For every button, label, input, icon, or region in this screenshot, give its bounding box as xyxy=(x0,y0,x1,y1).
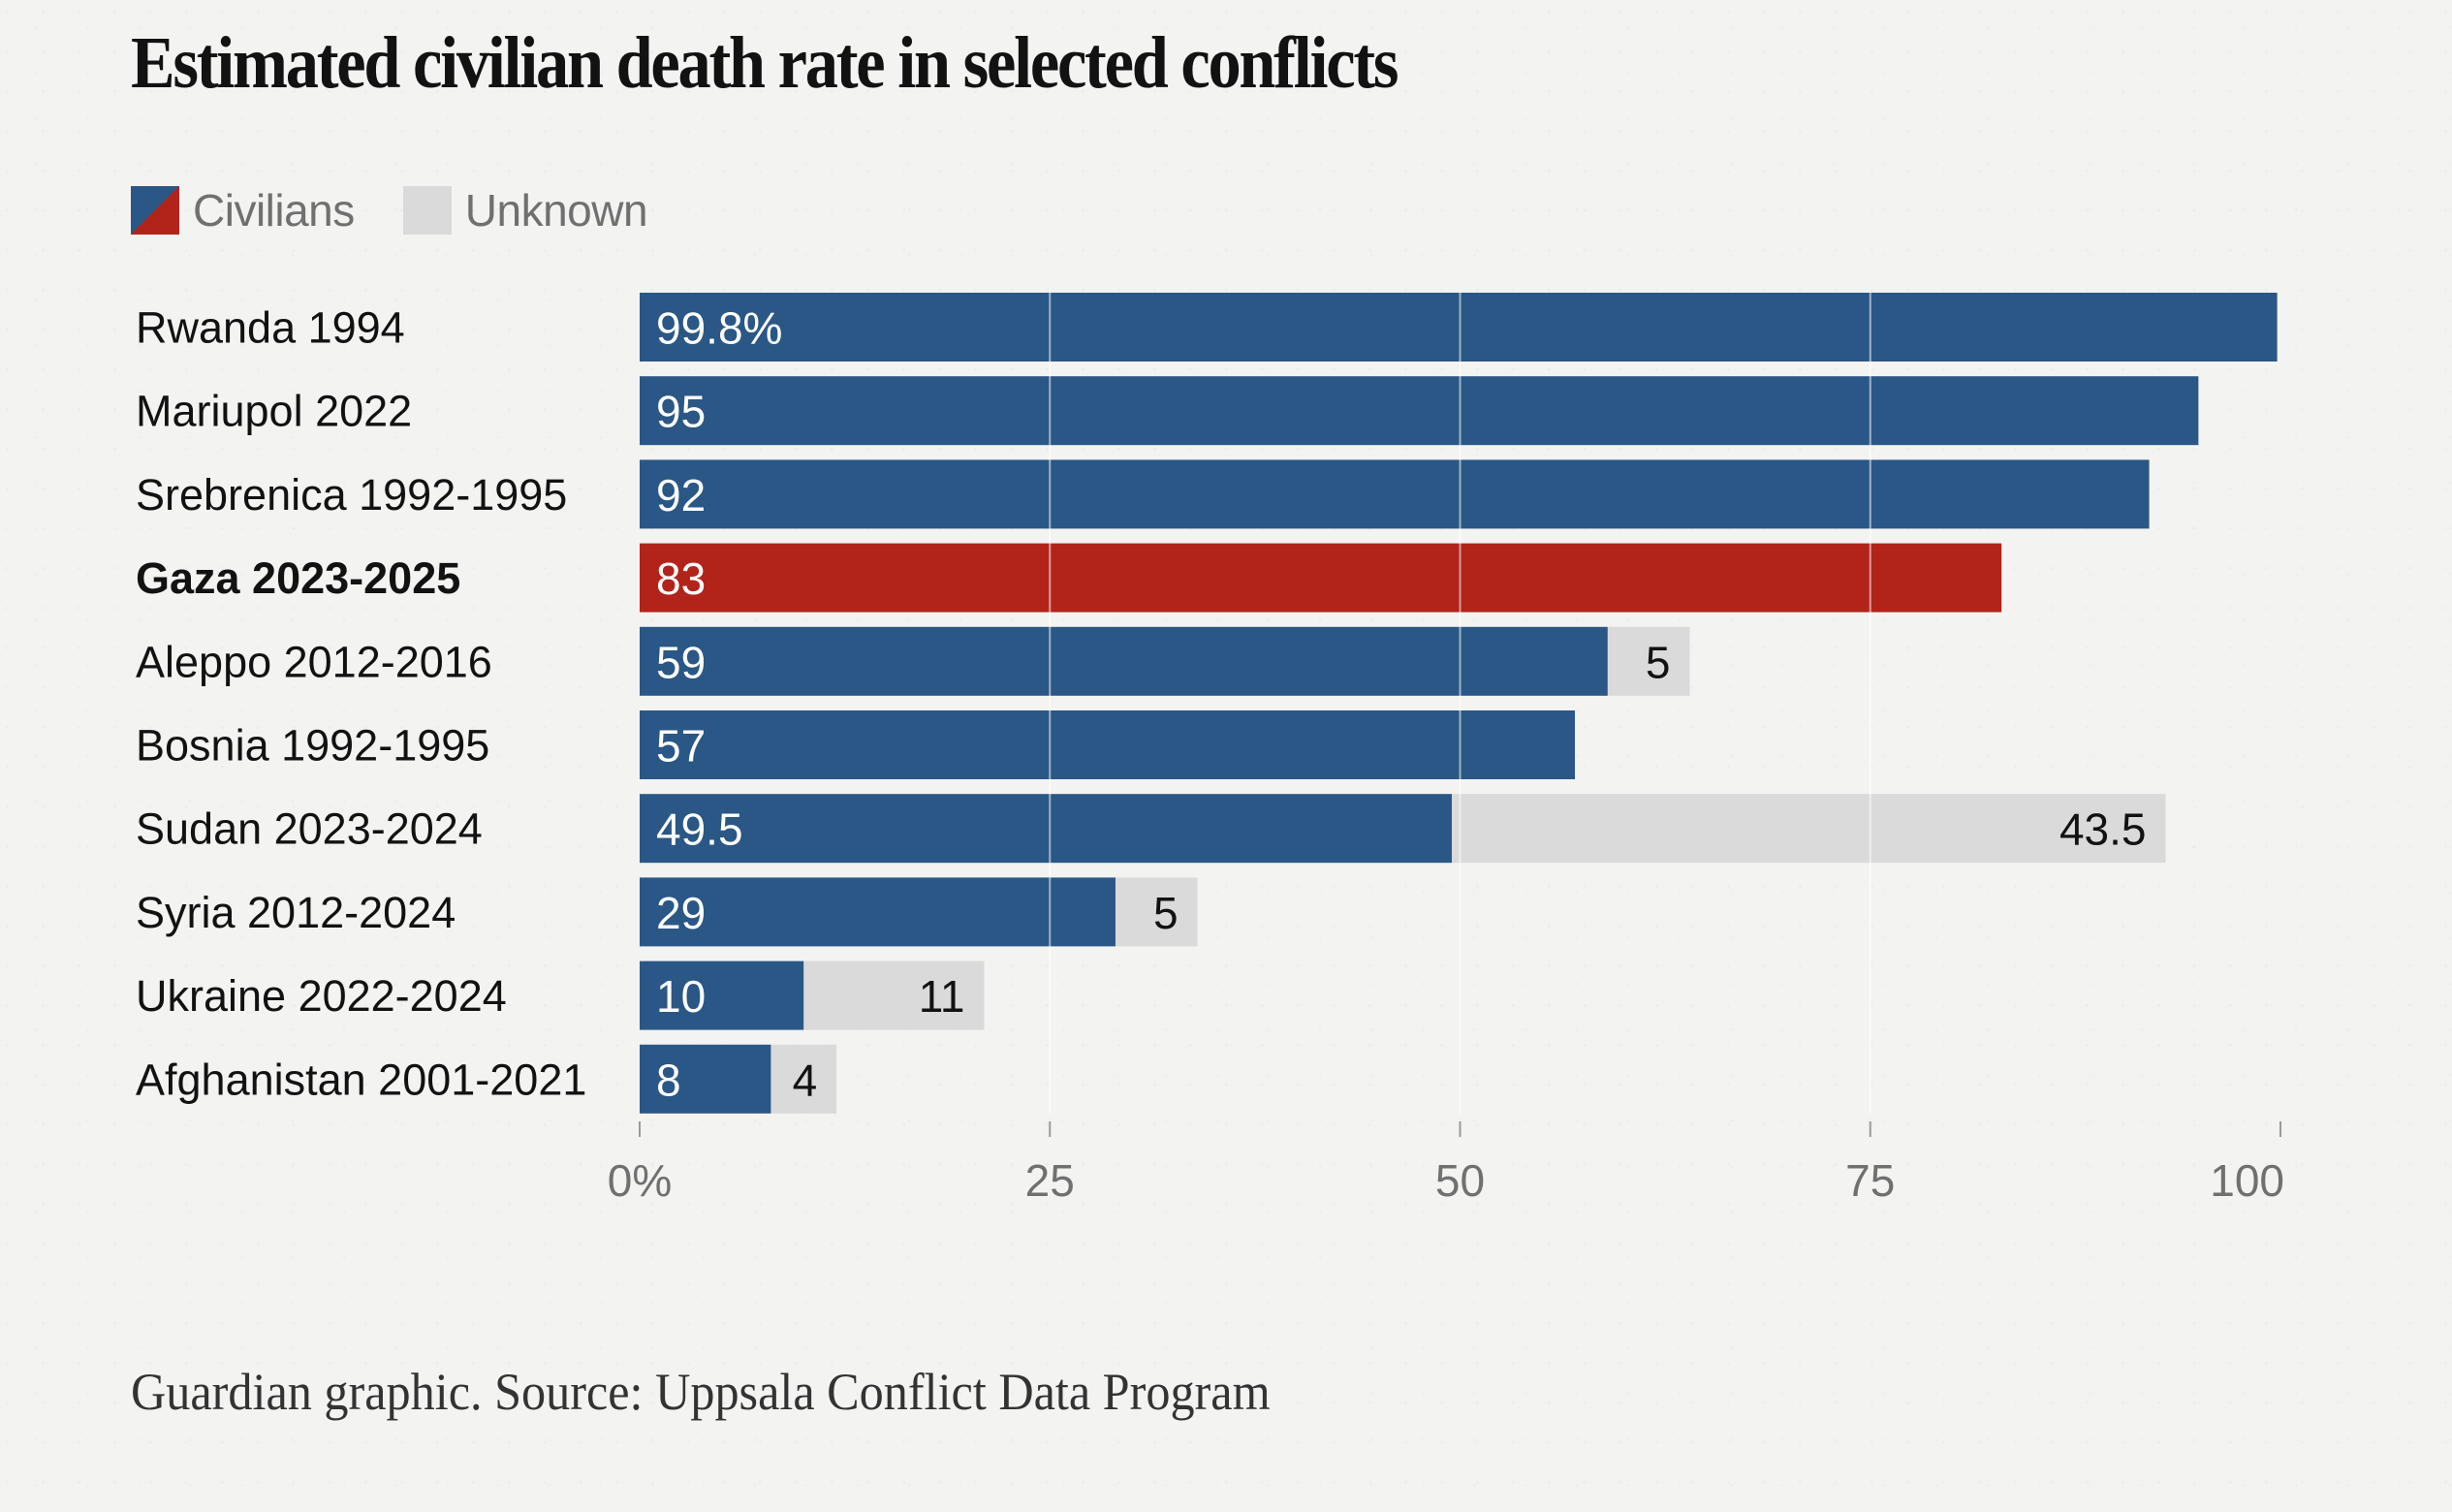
bar-civilians xyxy=(640,543,2002,613)
bar-civilians xyxy=(640,961,804,1030)
legend-label-unknown: Unknown xyxy=(464,185,648,236)
category-label: Mariupol 2022 xyxy=(136,387,412,436)
category-label: Bosnia 1992-1995 xyxy=(136,721,489,771)
value-label-civilians: 57 xyxy=(656,721,706,772)
x-tick-label: 50 xyxy=(1435,1155,1485,1206)
value-label-unknown: 5 xyxy=(1153,888,1179,938)
chart-title: Estimated civilian death rate in selecte… xyxy=(131,22,1399,104)
value-label-civilians: 10 xyxy=(656,971,706,1022)
bar-unknown xyxy=(1452,794,2166,864)
bar-civilians xyxy=(640,459,2150,529)
value-label-civilians: 29 xyxy=(656,888,706,938)
bar-civilians xyxy=(640,877,1116,947)
value-label-civilians: 59 xyxy=(656,637,706,687)
value-label-unknown: 43.5 xyxy=(2059,804,2147,855)
legend-item-civilians: Civilians xyxy=(131,184,355,236)
bar-civilians xyxy=(640,293,2278,362)
legend-label-civilians: Civilians xyxy=(193,185,355,236)
bar-civilians xyxy=(640,710,1576,779)
legend-item-unknown: Unknown xyxy=(402,184,648,236)
civilians-swatch-icon xyxy=(131,186,179,235)
unknown-swatch-icon xyxy=(402,186,452,235)
bar-civilians xyxy=(640,1044,771,1114)
x-tick-label: 100 xyxy=(2210,1155,2284,1206)
source-footer: Guardian graphic. Source: Uppsala Confli… xyxy=(131,1363,1271,1421)
category-label: Gaza 2023-2025 xyxy=(136,553,460,603)
category-label: Afghanistan 2001-2021 xyxy=(136,1055,586,1104)
category-label: Rwanda 1994 xyxy=(136,303,405,353)
value-label-civilians: 95 xyxy=(656,387,706,437)
category-label: Ukraine 2022-2024 xyxy=(136,971,507,1021)
x-tick-label: 0% xyxy=(608,1155,672,1206)
bar-unknown xyxy=(1607,626,1690,696)
category-label: Aleppo 2012-2016 xyxy=(136,637,492,686)
bar-civilians xyxy=(640,794,1453,864)
bar-unknown xyxy=(770,1044,837,1114)
value-label-unknown: 11 xyxy=(919,971,965,1022)
value-label-unknown: 5 xyxy=(1646,637,1671,687)
bar-civilians xyxy=(640,376,2199,446)
bar-civilians xyxy=(640,626,1608,696)
value-label-civilians: 92 xyxy=(656,470,706,520)
x-tick-label: 25 xyxy=(1025,1155,1075,1206)
legend: Civilians Unknown xyxy=(131,184,696,236)
category-label: Syria 2012-2024 xyxy=(136,888,456,937)
bar-unknown xyxy=(803,961,985,1030)
category-label: Sudan 2023-2024 xyxy=(136,804,483,854)
bar-unknown xyxy=(1115,877,1198,947)
value-label-unknown: 4 xyxy=(793,1055,818,1105)
category-label: Srebrenica 1992-1995 xyxy=(136,470,567,520)
value-label-civilians: 49.5 xyxy=(656,804,743,855)
x-tick-label: 75 xyxy=(1845,1155,1895,1206)
value-label-civilians: 99.8% xyxy=(656,303,782,354)
value-label-civilians: 8 xyxy=(656,1055,681,1105)
value-label-civilians: 83 xyxy=(656,553,706,604)
